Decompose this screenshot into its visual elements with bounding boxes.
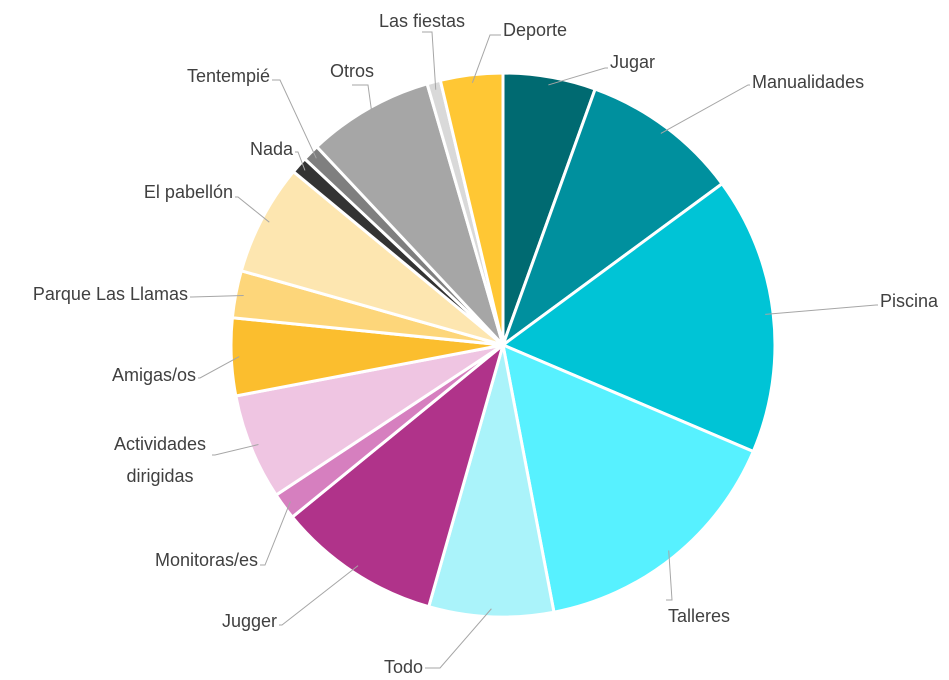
slice-label: Otros [330,61,374,81]
slice-label: Parque Las Llamas [33,284,188,304]
leader-line [212,444,259,456]
leader-line [279,565,359,626]
leader-line [471,34,501,83]
slice-label: Amigas/os [112,365,196,385]
pie-slice [314,81,505,347]
slice-label: Manualidades [752,72,864,92]
pie-slice [426,344,556,619]
slice-label: Actividades dirigidas [114,434,206,486]
leader-line [190,295,244,298]
slice-label: Monitoras/es [155,550,258,570]
pie-slice [500,342,756,614]
slice-label: Nada [250,139,294,159]
leader-line [666,550,673,601]
leader-line [352,84,373,116]
leader-line [198,356,240,379]
slice-label: Talleres [668,606,730,626]
leader-line [235,196,270,223]
leader-line [660,84,750,134]
slice-label: Jugger [222,611,277,631]
slice-label: Deporte [503,20,567,40]
leader-line [260,501,291,566]
pie-slice [499,87,725,350]
leader-line [425,608,492,669]
pie-slice [290,340,506,609]
slice-label: Jugar [610,52,655,72]
pie-slice [239,169,504,347]
slice-label: Todo [384,657,423,677]
leader-line [548,67,608,86]
leader-line [272,79,317,159]
leader-line [295,151,306,171]
slice-label: Tentempié [187,66,270,86]
pie-slice [438,71,505,346]
label-line: dirigidas [126,466,193,486]
slice-label: Piscina [880,291,939,311]
leader-line [765,304,878,315]
slice-label: Las fiestas [379,11,465,31]
leader-line [422,31,437,90]
label-line: Actividades [114,434,206,454]
slice-label: El pabellón [144,182,233,202]
